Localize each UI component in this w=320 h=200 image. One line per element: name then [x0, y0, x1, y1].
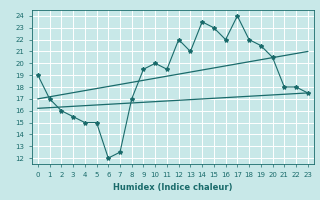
X-axis label: Humidex (Indice chaleur): Humidex (Indice chaleur)	[113, 183, 233, 192]
